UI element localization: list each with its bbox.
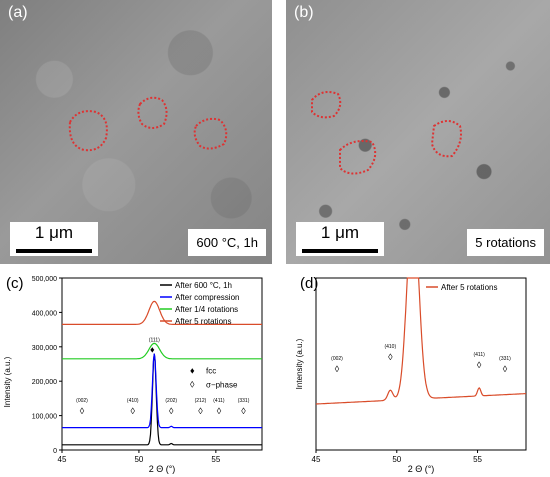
- peak-annotation-d: (411): [473, 352, 485, 358]
- y-ticks-c: 0 100,000 200,000 300,000 400,000 500,000: [32, 276, 62, 455]
- legend-label-c: After compression: [175, 293, 239, 302]
- series-group-d: [316, 277, 526, 405]
- scale-bar-label-b: 1 μm: [320, 223, 360, 242]
- condition-label-a: 600 °C, 1h: [188, 229, 266, 256]
- panel-label-d: (d): [300, 275, 318, 292]
- x-axis-label-c: 2 Θ (°): [149, 464, 176, 474]
- annotations-c: (002)◊(410)◊(111)♦(202)◊(212)◊(411)◊(331…: [76, 338, 250, 416]
- x-axis-label-d: 2 Θ (°): [408, 464, 435, 474]
- sigma-marker-d: ◊: [335, 364, 340, 374]
- peak-annotation-d: (331): [499, 356, 511, 362]
- series-line-d: [316, 277, 526, 405]
- sigma-marker-c: ◊: [80, 406, 85, 416]
- legend-label-d: After 5 rotations: [441, 283, 497, 292]
- y-tick-label-c: 0: [53, 448, 57, 455]
- series-line-c: [62, 300, 262, 326]
- x-tick-label-d: 55: [473, 455, 482, 464]
- sem-image-b: (b) 1 μm 5 rotations: [286, 0, 550, 264]
- x-tick-label-c: 55: [211, 455, 220, 464]
- scale-bar-label-a: 1 μm: [34, 223, 74, 242]
- legend-c: After 600 °C, 1h After compression After 1…: [160, 281, 239, 326]
- peak-annotation-c: (331): [238, 398, 250, 404]
- y-axis-label-c: Intensity (a.u.): [3, 356, 12, 407]
- panel-label-a: (a): [8, 4, 28, 21]
- sigma-marker-c: ◊: [131, 406, 136, 416]
- panel-label-c: (c): [6, 275, 24, 292]
- legend-d: After 5 rotations: [426, 283, 497, 292]
- peak-annotation-c: (202): [165, 398, 177, 404]
- sigma-marker-d: ◊: [477, 360, 482, 370]
- peak-annotation-d: (002): [331, 356, 343, 362]
- grain-outline-a2: [137, 96, 168, 129]
- legend-label-c: After 5 rotations: [175, 317, 231, 326]
- panel-label-b: (b): [294, 4, 314, 21]
- grain-outline-b1: [311, 91, 342, 119]
- condition-label-b: 5 rotations: [467, 229, 544, 256]
- sigma-marker-c: ◊: [217, 406, 222, 416]
- x-ticks-d: 45 50 55: [312, 450, 483, 464]
- annotations-d: (002) ◊ (410) ◊ (411) ◊ (331) ◊: [331, 344, 511, 374]
- sem-image-a: (a) 1 μm 600 °C, 1h: [0, 0, 272, 264]
- y-tick-label-c: 400,000: [32, 310, 57, 317]
- plot-area-c: [61, 277, 263, 451]
- peak-annotation-c: (410): [127, 398, 139, 404]
- y-tick-label-c: 200,000: [32, 379, 57, 386]
- xrd-chart-d: (d) Intensity (a.u.) 2 Θ (°) 45 50 55 (002…: [295, 275, 527, 474]
- peak-annotation-c: (212): [195, 398, 207, 404]
- phase-legend-label-c: σ−phase: [206, 381, 238, 390]
- phase-legend-symbol-c: ◊: [190, 380, 195, 390]
- plot-area-d: [315, 277, 527, 451]
- grain-outline-a1: [68, 110, 108, 152]
- peak-annotation-c: (411): [213, 398, 225, 404]
- x-ticks-c: 45 50 55: [58, 450, 221, 464]
- phase-legend-symbol-c: ♦: [190, 366, 195, 376]
- series-line-c: [62, 342, 262, 360]
- fcc-marker-c: ♦: [150, 345, 155, 355]
- phase-legend-c: ♦ fcc ◊ σ−phase: [190, 366, 238, 390]
- grain-highlights-a: [68, 96, 228, 152]
- x-tick-label-d: 50: [392, 455, 401, 464]
- peak-annotation-d: (410): [384, 344, 396, 350]
- xrd-chart-c: (c) Intensity (a.u.) 2 Θ (°) 0 100,000 200…: [3, 275, 263, 474]
- x-tick-label-c: 45: [58, 455, 67, 464]
- y-axis-label-d: Intensity (a.u.): [295, 338, 304, 389]
- legend-label-c: After 600 °C, 1h: [175, 281, 232, 290]
- scale-bar-box-a: 1 μm: [10, 222, 98, 256]
- y-tick-label-c: 300,000: [32, 345, 57, 352]
- scale-bar-a: [16, 249, 92, 253]
- scale-bar-box-b: 1 μm: [296, 222, 384, 256]
- series-line-c: [62, 353, 262, 446]
- sigma-marker-d: ◊: [503, 364, 508, 374]
- sigma-marker-c: ◊: [169, 406, 174, 416]
- series-group-c: [62, 300, 262, 446]
- grain-highlights-b: [311, 91, 462, 175]
- peak-annotation-c: (002): [76, 398, 88, 404]
- x-tick-label-d: 45: [312, 455, 321, 464]
- scale-bar-b: [302, 249, 378, 253]
- peak-annotation-c: (111): [149, 338, 160, 344]
- x-tick-label-c: 50: [134, 455, 143, 464]
- y-tick-label-c: 100,000: [32, 414, 57, 421]
- series-line-c: [62, 353, 262, 429]
- y-tick-label-c: 500,000: [32, 276, 57, 283]
- sigma-marker-c: ◊: [241, 406, 246, 416]
- grain-outline-a3: [193, 117, 228, 150]
- grain-outline-b3: [430, 120, 462, 158]
- grain-outline-b2: [339, 140, 377, 175]
- legend-label-c: After 1/4 rotations: [175, 305, 238, 314]
- sigma-marker-d: ◊: [388, 352, 393, 362]
- sigma-marker-c: ◊: [198, 406, 203, 416]
- phase-legend-label-c: fcc: [206, 367, 216, 376]
